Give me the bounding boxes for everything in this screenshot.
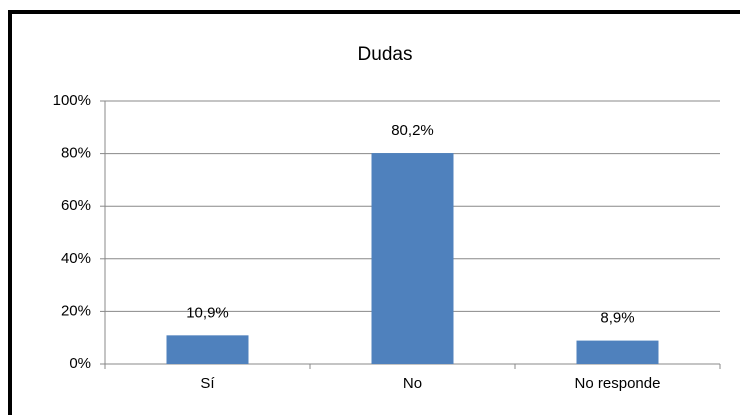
y-tick-label: 0% <box>69 355 91 372</box>
x-tick-label: No <box>403 375 422 392</box>
y-tick-label: 80% <box>61 145 91 162</box>
y-tick-label: 60% <box>61 197 91 214</box>
bar <box>371 153 454 364</box>
data-label: 10,9% <box>186 304 229 321</box>
y-tick-label: 20% <box>61 302 91 319</box>
bar <box>166 335 249 364</box>
bar <box>576 340 659 364</box>
x-tick-label: No responde <box>575 375 661 392</box>
data-label: 80,2% <box>391 122 434 139</box>
y-tick-label: 40% <box>61 250 91 267</box>
data-label: 8,9% <box>600 310 634 327</box>
y-tick-label: 100% <box>53 92 91 109</box>
chart-title: Dudas <box>358 44 413 65</box>
x-tick-label: Sí <box>200 375 215 392</box>
